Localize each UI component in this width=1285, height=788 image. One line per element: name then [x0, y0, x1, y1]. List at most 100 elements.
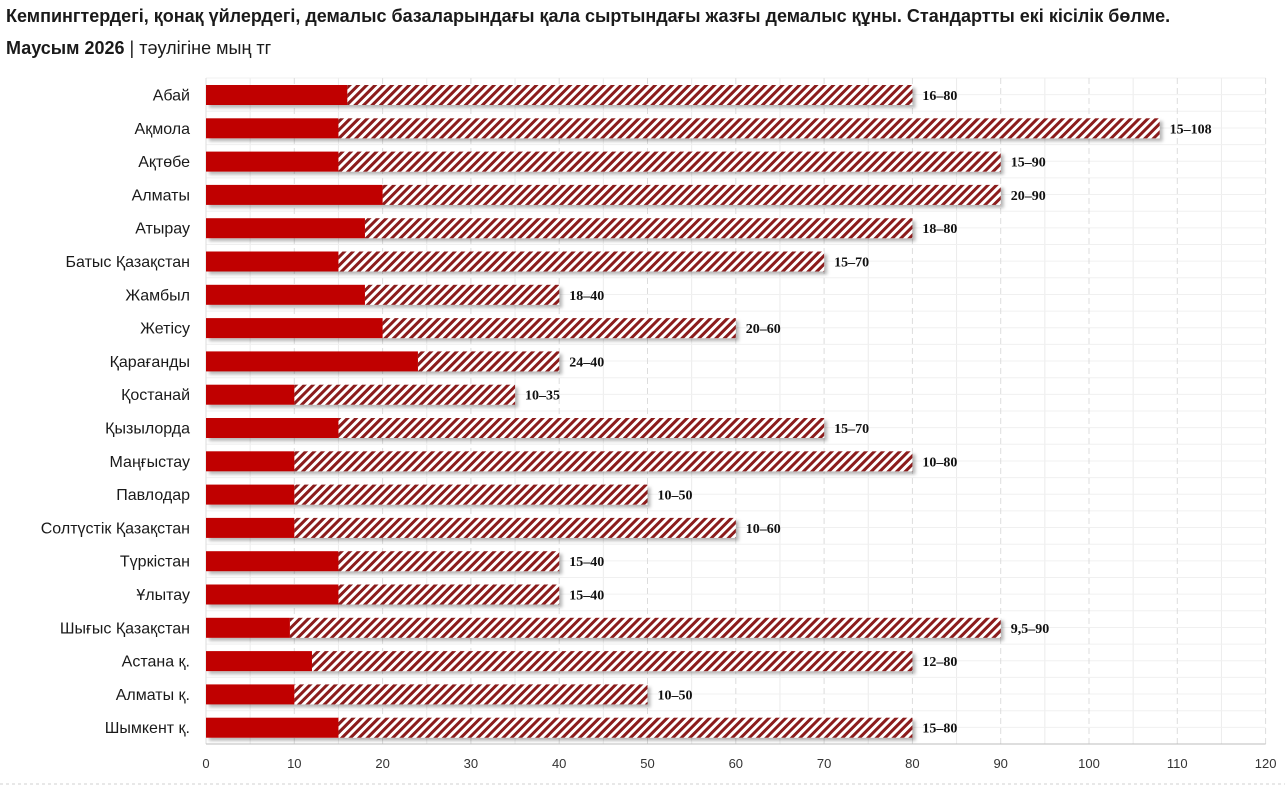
x-tick-label: 110: [1167, 756, 1188, 771]
x-tick-label: 90: [993, 756, 1007, 771]
unit-label: тәулігіне мың тг: [139, 38, 272, 58]
x-tick-label: 100: [1078, 756, 1100, 771]
category-label: Алматы қ.: [116, 687, 190, 704]
value-label: 10–60: [746, 522, 781, 537]
bar-group: [206, 251, 825, 272]
min-bar: [206, 384, 295, 405]
range-bar: [417, 351, 560, 372]
range-bar: [347, 85, 913, 105]
min-bar: [206, 451, 295, 472]
range-bar: [294, 684, 648, 705]
range-bar: [294, 451, 913, 472]
bar-group: [206, 451, 913, 472]
min-bar: [206, 218, 365, 239]
category-label: Түркістан: [120, 554, 190, 571]
min-bar: [206, 85, 348, 105]
bar-group: [206, 184, 1001, 205]
min-bar: [206, 318, 383, 339]
range-bar: [294, 384, 516, 405]
value-label: 15–70: [834, 256, 869, 271]
value-label: 15–40: [569, 589, 604, 604]
min-bar: [206, 551, 339, 572]
min-bar: [206, 284, 365, 305]
bar-group: [206, 651, 913, 672]
range-bar: [338, 251, 825, 272]
value-label: 10–50: [658, 688, 693, 703]
min-bar: [206, 717, 339, 738]
range-bar: [382, 318, 736, 339]
min-bar: [206, 118, 339, 139]
bars: [206, 85, 1160, 738]
x-tick-label: 10: [287, 756, 301, 771]
bar-group: [206, 617, 1001, 638]
value-label: 10–35: [525, 389, 560, 404]
bar-group: [206, 484, 648, 505]
value-label: 9,5–90: [1011, 622, 1049, 637]
value-label: 10–50: [658, 489, 693, 504]
value-label: 15–108: [1170, 122, 1212, 137]
value-label: 20–90: [1011, 189, 1046, 204]
value-label: 16–80: [922, 89, 957, 104]
range-bar: [364, 284, 560, 305]
value-label: 15–90: [1011, 156, 1046, 171]
range-bar: [338, 418, 825, 438]
value-label: 18–40: [569, 289, 604, 304]
category-label: Жетісу: [140, 321, 190, 338]
bar-group: [206, 684, 648, 705]
bar-group: [206, 318, 736, 339]
x-tick-label: 50: [640, 756, 654, 771]
x-tick-label: 120: [1255, 756, 1277, 771]
category-label: Ақтөбе: [138, 154, 190, 171]
category-label: Абай: [153, 88, 190, 105]
value-label: 15–70: [834, 422, 869, 437]
x-tick-label: 70: [817, 756, 831, 771]
bar-group: [206, 584, 560, 605]
category-label: Шымкент қ.: [105, 720, 190, 737]
x-tick-label: 80: [905, 756, 919, 771]
bar-group: [206, 517, 736, 538]
range-bar: [338, 551, 560, 572]
bar-group: [206, 384, 516, 405]
chart-title: Кемпингтердегі, қонақ үйлердегі, демалыс…: [6, 6, 1171, 26]
category-label: Солтүстік Қазақстан: [41, 520, 190, 537]
category-label: Жамбыл: [125, 287, 190, 304]
range-bar: [364, 218, 913, 239]
bar-group: [206, 151, 1001, 172]
bar-group: [206, 351, 560, 372]
value-label: 10–80: [922, 455, 957, 470]
category-label: Ұлытау: [136, 587, 190, 604]
x-tick-label: 30: [464, 756, 478, 771]
value-label: 18–80: [922, 222, 957, 237]
category-label: Астана қ.: [122, 654, 190, 671]
x-tick-label: 60: [729, 756, 743, 771]
min-bar: [206, 651, 312, 672]
min-bar: [206, 418, 339, 438]
value-label: 20–60: [746, 322, 781, 337]
min-bar: [206, 617, 290, 638]
x-tick-label: 20: [375, 756, 389, 771]
category-label: Алматы: [132, 187, 190, 204]
value-label: 15–40: [569, 555, 604, 570]
range-bar: [382, 184, 1001, 205]
season-label: Маусым 2026: [6, 38, 125, 58]
range-bar: [338, 717, 913, 738]
min-bar: [206, 484, 295, 505]
min-bar: [206, 351, 418, 372]
category-label: Қызылорда: [105, 421, 190, 438]
bar-group: [206, 218, 913, 239]
range-bar: [294, 484, 648, 505]
category-label: Батыс Қазақстан: [66, 254, 190, 271]
value-label: 24–40: [569, 355, 604, 370]
bar-group: [206, 717, 913, 738]
category-label: Павлодар: [116, 487, 190, 504]
min-bar: [206, 684, 295, 705]
category-label: Қостанай: [121, 387, 190, 404]
min-bar: [206, 251, 339, 272]
category-label: Қарағанды: [110, 354, 190, 371]
labels: 0 10 20 30 40 50 60 70 80 90 100 110 120 Абай 16–80 Ақм…: [41, 88, 1277, 772]
range-bar: [338, 151, 1001, 172]
min-bar: [206, 584, 339, 605]
x-tick-label: 0: [202, 756, 209, 771]
chart-subtitle: Маусым 2026 | тәулігіне мың тг: [6, 36, 271, 60]
bar-group: [206, 85, 913, 105]
